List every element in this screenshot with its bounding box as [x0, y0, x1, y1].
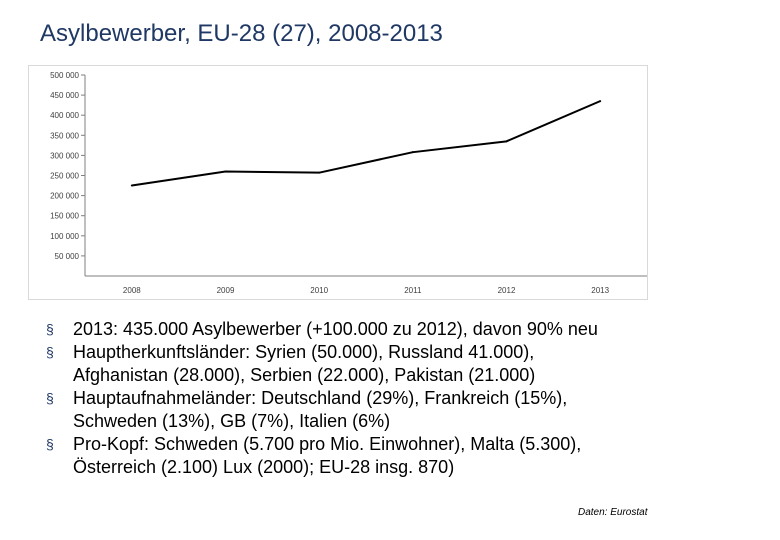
y-tick-label: 200 000	[50, 192, 79, 201]
bullet-item: § Pro-Kopf: Schweden (5.700 pro Mio. Ein…	[46, 433, 746, 479]
x-tick-label: 2012	[498, 286, 516, 295]
bullet-line: Schweden (13%), GB (7%), Italien (6%)	[73, 411, 391, 431]
section-bullet-icon: §	[46, 344, 54, 360]
bullet-item: § Hauptaufnahmeländer: Deutschland (29%)…	[46, 387, 746, 433]
data-point	[505, 140, 508, 143]
data-point	[224, 170, 227, 173]
y-tick-label: 350 000	[50, 131, 79, 140]
section-bullet-icon: §	[46, 390, 54, 406]
data-point	[411, 151, 414, 154]
source-note: Daten: Eurostat	[578, 507, 648, 518]
y-tick-label: 150 000	[50, 212, 79, 221]
data-point	[318, 171, 321, 174]
bullet-line: Hauptaufnahmeländer: Deutschland (29%), …	[73, 388, 568, 408]
x-tick-label: 2013	[591, 286, 609, 295]
y-tick-label: 50 000	[55, 252, 80, 261]
line-chart: 50 000 100 000 150 000 200 000 250 000 300 00…	[50, 71, 647, 295]
x-tick-label: 2008	[123, 286, 141, 295]
series-line	[131, 100, 601, 187]
slide-title: Asylbewerber, EU-28 (27), 2008-2013	[40, 20, 443, 47]
y-tick-label: 450 000	[50, 91, 79, 100]
y-tick-label: 100 000	[50, 232, 79, 241]
section-bullet-icon: §	[46, 321, 54, 337]
data-point	[599, 100, 602, 103]
x-tick-label: 2011	[404, 286, 422, 295]
bullet-line: Österreich (2.100) Lux (2000); EU-28 ins…	[73, 457, 455, 477]
bullet-line: 2013: 435.000 Asylbewerber (+100.000 zu …	[73, 319, 598, 339]
y-tick-label: 250 000	[50, 172, 79, 181]
bullet-item: § 2013: 435.000 Asylbewerber (+100.000 z…	[46, 318, 746, 341]
chart-container: 50 000 100 000 150 000 200 000 250 000 300 00…	[28, 65, 648, 300]
section-bullet-icon: §	[46, 436, 54, 452]
bullet-line: Afghanistan (28.000), Serbien (22.000), …	[73, 365, 536, 385]
x-tick-label: 2010	[310, 286, 328, 295]
y-tick-label: 500 000	[50, 71, 79, 80]
y-tick-label: 400 000	[50, 111, 79, 120]
y-tick-label: 300 000	[50, 151, 79, 160]
data-point	[130, 184, 133, 187]
bullet-list: § 2013: 435.000 Asylbewerber (+100.000 z…	[46, 318, 746, 479]
bullet-item: § Hauptherkunftsländer: Syrien (50.000),…	[46, 341, 746, 387]
bullet-line: Pro-Kopf: Schweden (5.700 pro Mio. Einwo…	[73, 434, 582, 454]
x-tick-label: 2009	[217, 286, 235, 295]
bullet-line: Hauptherkunftsländer: Syrien (50.000), R…	[73, 342, 535, 362]
